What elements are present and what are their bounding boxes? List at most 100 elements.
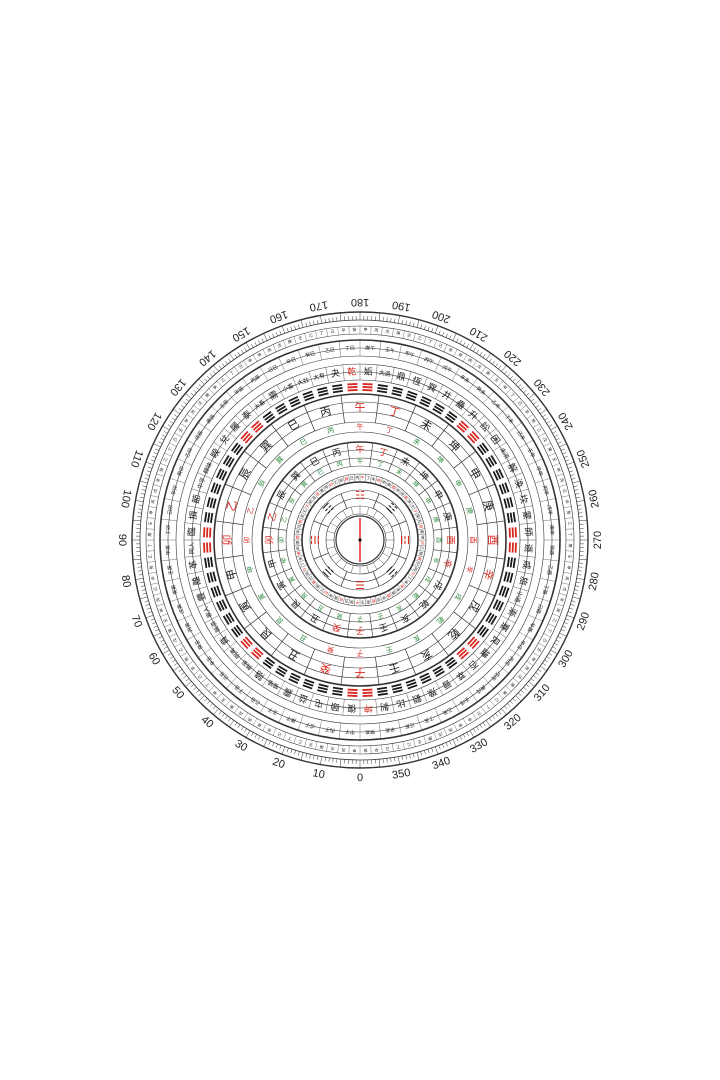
degree-tick bbox=[555, 438, 560, 441]
degree-tick bbox=[530, 398, 535, 402]
fine-cell: 庚 bbox=[485, 369, 492, 376]
degree-tick bbox=[261, 737, 264, 742]
fine-cell: 壬 bbox=[162, 618, 169, 624]
sexagenary-cell: 乙亥 bbox=[441, 706, 453, 717]
inner-fine-divider bbox=[404, 577, 411, 583]
fine-divider bbox=[555, 603, 564, 607]
degree-tick bbox=[172, 659, 176, 663]
mountain-24: 子 bbox=[355, 666, 366, 679]
sexagenary-divider bbox=[177, 614, 192, 622]
hexagram-cell-divider bbox=[342, 364, 345, 381]
inner-mountain-divider bbox=[433, 549, 458, 554]
hexagram-line bbox=[392, 689, 403, 694]
mountain-inner-small: 卯 bbox=[278, 537, 286, 543]
center-divider bbox=[382, 522, 390, 528]
sexagenary-divider bbox=[468, 378, 478, 392]
bagua-trigram: ☲ bbox=[398, 535, 411, 545]
fine-divider bbox=[169, 633, 177, 638]
degree-tick bbox=[476, 726, 479, 731]
degree-tick bbox=[234, 722, 238, 726]
mountain-24-small: 戌 bbox=[453, 591, 464, 602]
fine-cell: 丁 bbox=[510, 392, 516, 398]
fine-cell: 丙 bbox=[266, 347, 272, 353]
fine-cell: 壬 bbox=[308, 742, 313, 749]
fine-cell: 乙 bbox=[567, 521, 573, 525]
inner-fine-divider bbox=[400, 580, 407, 587]
sexagenary-cell: 甲寅 bbox=[165, 545, 173, 555]
inner-fine-cell: 艮 bbox=[315, 491, 321, 497]
degree-label: 270 bbox=[592, 531, 604, 549]
fine-divider bbox=[512, 677, 520, 684]
hexagram-line bbox=[479, 626, 487, 636]
fine-cell: 壬 bbox=[297, 334, 303, 341]
fine-cell: 丁 bbox=[147, 543, 152, 547]
degree-tick bbox=[479, 352, 483, 356]
inner-fine-cell: 午 bbox=[301, 566, 308, 572]
degree-tick bbox=[320, 315, 323, 324]
inner-fine-cell: 辛 bbox=[395, 486, 402, 493]
fine-divider bbox=[443, 728, 448, 736]
degree-tick bbox=[573, 592, 578, 595]
degree-tick bbox=[459, 340, 462, 345]
degree-tick bbox=[178, 669, 183, 672]
sexagenary-divider bbox=[226, 676, 238, 689]
hexagram-line bbox=[304, 678, 315, 684]
hexagram-name: 坎 bbox=[517, 493, 531, 505]
hexagram-line bbox=[433, 405, 444, 413]
degree-tick bbox=[213, 708, 219, 715]
fine-cell: 辛 bbox=[467, 716, 474, 723]
inner-fine-cell: 丑 bbox=[417, 519, 423, 524]
degree-tick bbox=[207, 700, 211, 704]
hexagram-line bbox=[210, 482, 216, 493]
inner-fine-divider bbox=[400, 493, 407, 500]
hexagram-line bbox=[458, 649, 468, 658]
inner-fine-divider bbox=[369, 597, 372, 606]
sexagenary-cell: 己丑 bbox=[219, 670, 230, 681]
degree-tick bbox=[550, 649, 558, 655]
inner-mountain-divider bbox=[433, 526, 458, 531]
sexagenary-divider bbox=[318, 344, 322, 361]
degree-tick bbox=[397, 756, 400, 765]
hexagram-line bbox=[376, 389, 388, 394]
degree-tick bbox=[138, 570, 143, 572]
degree-tick bbox=[405, 320, 407, 325]
fine-divider bbox=[326, 743, 328, 752]
degree-tick bbox=[142, 485, 147, 488]
hexagram-line bbox=[332, 692, 343, 696]
hexagram-line bbox=[362, 688, 373, 691]
inner-fine-cell: 巳 bbox=[307, 575, 313, 581]
fine-cell: 甲 bbox=[530, 656, 536, 662]
degree-label: 110 bbox=[128, 448, 145, 469]
hexagram-cell-divider bbox=[516, 505, 533, 509]
degree-tick bbox=[479, 724, 483, 728]
inner-fine-cell: 寅 bbox=[333, 595, 339, 602]
inner-fine-cell: 乾 bbox=[403, 494, 410, 501]
hexagram-cell-divider bbox=[483, 641, 497, 652]
inner-fine-divider bbox=[379, 477, 383, 486]
mountain-inner-small: 坤 bbox=[411, 480, 421, 490]
inner-mountain-divider bbox=[418, 584, 438, 600]
fine-divider bbox=[480, 706, 486, 714]
sexagenary-divider bbox=[211, 406, 224, 418]
inner-fine-divider bbox=[300, 511, 308, 516]
inner-fine-cell: 丙 bbox=[355, 475, 359, 480]
degree-tick bbox=[251, 732, 254, 737]
sexagenary-cell: 庚子 bbox=[285, 714, 297, 724]
hexagram-line bbox=[471, 430, 480, 440]
hexagram-name: 蒙 bbox=[520, 510, 533, 521]
degree-tick bbox=[390, 318, 392, 323]
inner-fine-divider bbox=[388, 482, 394, 490]
sexagenary-divider bbox=[379, 722, 382, 739]
hexagram-cell-divider bbox=[492, 442, 507, 452]
inner-mountain-divider bbox=[300, 598, 316, 618]
sexagenary-cell: 癸卯 bbox=[176, 465, 186, 477]
fine-divider bbox=[234, 706, 240, 714]
hexagram-cell-divider bbox=[492, 628, 507, 638]
hexagram-name: 咸 bbox=[520, 559, 533, 570]
inner-fine-cell: 辰 bbox=[418, 551, 424, 556]
fine-divider bbox=[472, 360, 477, 368]
fine-cell: 辛 bbox=[266, 727, 272, 734]
mountain-divider bbox=[340, 395, 345, 424]
mountain-inner-small: 辰 bbox=[288, 497, 297, 506]
bagua-trigram: ☰ bbox=[355, 578, 365, 591]
